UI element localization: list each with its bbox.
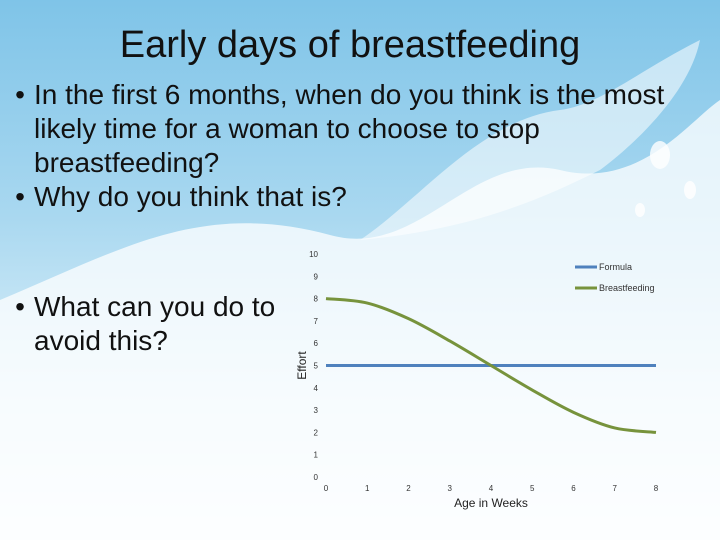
bullet-item: • Why do you think that is? [6, 180, 712, 214]
y-tick-label: 4 [314, 384, 319, 393]
x-tick-label: 0 [324, 484, 329, 493]
y-axis-label: Effort [295, 351, 309, 380]
x-tick-label: 7 [613, 484, 618, 493]
x-tick-label: 5 [530, 484, 535, 493]
x-tick-label: 4 [489, 484, 494, 493]
bullet-text: In the first 6 months, when do you think… [34, 79, 665, 178]
bullet-marker: • [15, 291, 25, 322]
y-tick-label: 6 [314, 339, 319, 348]
bullet-item: • In the first 6 months, when do you thi… [6, 78, 712, 180]
bullet-text: Why do you think that is? [34, 181, 347, 212]
bullet-marker: • [15, 181, 25, 212]
y-tick-label: 10 [309, 250, 318, 259]
bullet-list: • In the first 6 months, when do you thi… [6, 78, 712, 214]
bullet-item-bottom: • What can you do to avoid this? [6, 290, 276, 358]
y-tick-label: 5 [314, 362, 319, 371]
chart-svg: 0 1 2 3 4 5 6 7 8 9 10 0 1 2 3 4 5 6 7 8 Age in Weeks Effort F… [295, 250, 659, 510]
x-tick-label: 8 [654, 484, 659, 493]
legend-label-breastfeeding: Breastfeeding [599, 283, 655, 293]
slide-title: Early days of breastfeeding [119, 24, 581, 66]
y-tick-label: 2 [314, 428, 319, 437]
x-tick-label: 2 [406, 484, 411, 493]
y-tick-label: 3 [314, 406, 319, 415]
bullet-text: What can you do to avoid this? [34, 291, 276, 356]
y-tick-label: 0 [314, 473, 319, 482]
x-tick-label: 3 [448, 484, 453, 493]
x-tick-label: 6 [571, 484, 576, 493]
effort-chart: 0 1 2 3 4 5 6 7 8 9 10 0 1 2 3 4 5 6 7 8 Age in Weeks Effort F… [290, 238, 720, 520]
y-tick-label: 9 [314, 272, 319, 281]
y-tick-label: 7 [314, 317, 319, 326]
y-tick-label: 1 [314, 451, 319, 460]
x-axis-label: Age in Weeks [454, 496, 528, 510]
y-tick-label: 8 [314, 295, 319, 304]
legend-label-formula: Formula [599, 262, 632, 272]
bullet-marker: • [15, 79, 25, 110]
series-line-breastfeeding [325, 297, 657, 434]
x-tick-label: 1 [365, 484, 370, 493]
